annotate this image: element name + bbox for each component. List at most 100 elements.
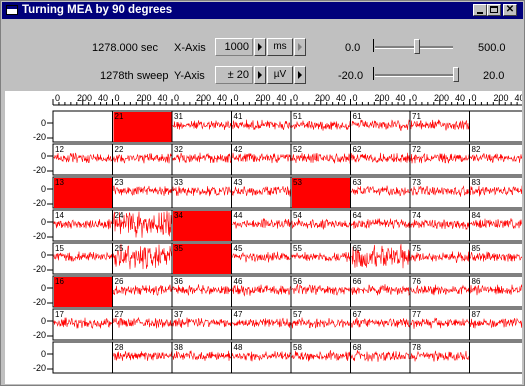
- channel-label: 28: [115, 343, 124, 352]
- channel-label: 43: [234, 178, 243, 187]
- channel-trace: [351, 243, 410, 269]
- y-axis-unit-button[interactable]: µV: [267, 66, 293, 84]
- channel-trace: [291, 152, 351, 164]
- channel-label: 67: [353, 310, 362, 319]
- channel-trace: [410, 219, 470, 230]
- channel-trace: [113, 185, 172, 197]
- slider-y-thumb[interactable]: [453, 67, 459, 82]
- channel-trace: [470, 185, 522, 197]
- electrode-cell: [469, 242, 522, 275]
- top-tick-label: 200: [375, 93, 390, 103]
- y-axis-label: Y-Axis: [174, 70, 205, 82]
- row-y-label-bottom: -20: [33, 198, 46, 208]
- channel-label: 58: [293, 343, 302, 352]
- sweep-readout: 1278th sweep: [100, 70, 169, 82]
- channel-label: 54: [293, 211, 302, 220]
- channel-label: 73: [412, 178, 421, 187]
- channel-label: 31: [174, 112, 183, 121]
- top-tick-label: 0: [115, 93, 120, 103]
- channel-label: 42: [234, 145, 243, 154]
- top-tick-label: 0: [412, 93, 417, 103]
- channel-label: 32: [174, 145, 183, 154]
- channel-label: 78: [412, 343, 421, 352]
- channel-label: 37: [174, 310, 183, 319]
- top-tick-label: 40: [98, 93, 108, 103]
- channel-label: 61: [353, 112, 362, 121]
- channel-label: 13: [55, 178, 64, 187]
- channel-trace: [232, 251, 291, 263]
- x-axis-spin-button[interactable]: [254, 38, 266, 56]
- channel-trace: [291, 284, 351, 296]
- channel-trace: [113, 316, 172, 329]
- slider-y-track[interactable]: [375, 74, 453, 77]
- channel-trace: [172, 186, 232, 197]
- channel-trace: [291, 120, 351, 131]
- channel-trace: [172, 120, 232, 131]
- channel-trace: [410, 153, 470, 164]
- channel-label: 52: [293, 145, 302, 154]
- title-bar[interactable]: Turning MEA by 90 degrees ✕: [2, 2, 523, 19]
- channel-trace: [410, 251, 470, 263]
- channel-label: 72: [412, 145, 421, 154]
- channel-trace: [410, 350, 470, 362]
- mea-plot-area[interactable]: 0 200 40 0 200 40 0 200 40 0 200 40 0 200 40 0 200 40 0 200…: [5, 91, 522, 384]
- x-axis-value[interactable]: 1000: [215, 38, 253, 56]
- channel-trace: [291, 317, 351, 329]
- channel-label: 48: [234, 343, 243, 352]
- channel-trace: [351, 152, 410, 163]
- channel-trace: [470, 251, 522, 262]
- top-tick-label: 200: [256, 93, 271, 103]
- channel-label: 17: [55, 310, 64, 319]
- channel-label: 38: [174, 343, 183, 352]
- channel-trace: [113, 152, 172, 164]
- saturated-trace: [54, 178, 113, 208]
- channel-trace: [351, 185, 410, 197]
- y-axis-spin-button[interactable]: [254, 66, 266, 84]
- window-title: Turning MEA by 90 degrees: [22, 4, 173, 16]
- close-button[interactable]: ✕: [503, 4, 517, 16]
- channel-label: 63: [353, 178, 362, 187]
- channel-label: 44: [234, 211, 243, 220]
- channel-trace: [291, 218, 351, 231]
- saturated-trace: [54, 277, 113, 307]
- slider-x-thumb[interactable]: [414, 39, 420, 54]
- x-axis-unit-button[interactable]: ms: [267, 38, 293, 56]
- top-tick-label: 200: [434, 93, 449, 103]
- slider-y-min-label: -20.0: [338, 70, 364, 82]
- channel-trace: [113, 210, 172, 238]
- electrode-cell: [469, 341, 522, 374]
- channel-label: 24: [115, 211, 124, 220]
- channel-label: 76: [412, 277, 421, 286]
- x-axis-label: X-Axis: [174, 42, 206, 54]
- saturated-trace: [173, 244, 232, 274]
- channel-label: 51: [293, 112, 302, 121]
- mea-grid[interactable]: 0 200 40 0 200 40 0 200 40 0 200 40 0 200 40 0 200 40 0 200…: [5, 91, 522, 384]
- row-y-label-bottom: -20: [33, 330, 46, 340]
- top-tick-label: 200: [494, 93, 509, 103]
- row-y-label-top: 0: [41, 316, 46, 326]
- channel-trace: [53, 317, 113, 330]
- maximize-button[interactable]: [487, 4, 501, 16]
- channel-label: 27: [115, 310, 124, 319]
- top-tick-label: 40: [217, 93, 227, 103]
- channel-trace: [470, 153, 522, 163]
- y-axis-unit-spin-button[interactable]: [294, 66, 306, 84]
- channel-label: 85: [472, 244, 481, 253]
- row-y-label-bottom: -20: [33, 363, 46, 373]
- electrode-cell: [469, 308, 522, 341]
- channel-label: 71: [412, 112, 421, 121]
- row-y-label-bottom: -20: [33, 297, 46, 307]
- top-tick-label: 200: [77, 93, 92, 103]
- channel-trace: [351, 350, 410, 362]
- row-y-label-bottom: -20: [33, 165, 46, 175]
- top-tick-label: 0: [353, 93, 358, 103]
- y-axis-value[interactable]: ± 20: [215, 66, 253, 84]
- x-axis-unit-spin-button[interactable]: [294, 38, 306, 56]
- channel-trace: [172, 152, 232, 164]
- minimize-button[interactable]: [473, 4, 487, 16]
- row-y-label-top: 0: [41, 349, 46, 359]
- channel-label: 57: [293, 310, 302, 319]
- channel-trace: [351, 119, 410, 132]
- channel-label: 22: [115, 145, 124, 154]
